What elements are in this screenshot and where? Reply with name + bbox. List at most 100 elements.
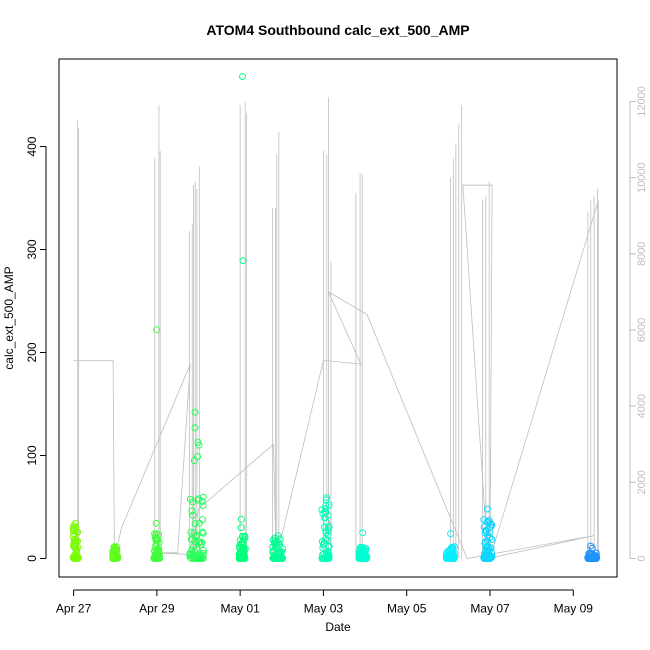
data-point [191,424,199,432]
data-point [488,536,496,543]
data-point [237,524,245,532]
data-point [322,496,330,504]
x-tick-label: May 05 [387,601,427,615]
data-point [199,547,207,554]
data-point [239,73,246,80]
data-point [199,502,207,510]
data-point [325,542,333,550]
data-point [71,544,79,552]
data-point [153,534,161,542]
data-point [192,532,200,540]
data-point [322,527,330,535]
data-point [153,326,161,334]
data-point [269,543,276,551]
data-point [483,505,491,513]
data-point [236,550,244,558]
data-point [189,543,197,551]
y-axis-label: calc_ext_500_AMP [2,266,16,369]
data-point [188,536,196,544]
data-point [188,507,196,515]
data-point [190,457,198,465]
primary-series-points [69,73,600,562]
y2-tick-label: 0 [636,555,648,561]
secondary-path [73,184,599,559]
data-point [197,540,205,548]
y2-axis: 0 2000 4000 6000 8000 10000 12000 [629,86,648,562]
data-point [111,545,119,553]
data-point [273,538,281,546]
x-tick-label: May 09 [554,601,594,615]
data-point [109,554,117,562]
data-point [447,530,455,538]
data-point [189,498,197,506]
data-point [109,551,117,559]
data-point [451,543,458,551]
data-point [152,519,160,527]
plot-frame [58,58,618,578]
data-point [588,544,596,552]
data-point [483,552,491,560]
data-point [484,532,492,540]
data-point [193,531,201,539]
secondary-series [73,97,599,559]
x-tick-label: May 07 [470,601,510,615]
y-tick-label: 200 [25,342,39,362]
data-point [325,523,333,530]
y-axis: 0 100 200 300 400 [25,136,47,562]
data-point [194,438,202,446]
y2-tick-label: 10000 [636,162,648,193]
data-point [237,515,245,523]
data-point [199,493,207,501]
data-point [187,528,195,536]
data-point [189,511,197,519]
data-point [198,497,206,505]
data-point [484,548,491,556]
data-point [152,542,159,550]
x-axis: Apr 27 Apr 29 May 01 May 03 May 05 May 07 May … [56,589,594,615]
x-tick-label: May 01 [220,601,260,615]
data-point [191,408,199,416]
data-point [190,554,198,562]
data-point [191,520,199,528]
data-point [152,546,160,554]
data-point [239,257,247,265]
data-point [324,527,332,535]
data-point [357,552,364,560]
chart-title: ATOM4 Southbound calc_ext_500_AMP [206,22,469,38]
y-tick-label: 300 [25,239,39,259]
data-point [186,553,194,561]
data-point [481,538,489,546]
y-tick-label: 100 [25,445,39,465]
data-point [72,539,80,547]
data-point [585,554,593,562]
data-point [71,553,79,561]
x-tick-label: Apr 29 [139,601,175,615]
x-axis-label: Date [325,620,351,634]
data-point [356,545,364,552]
data-point [199,516,206,524]
data-point [359,545,367,553]
data-point [188,554,196,562]
y2-tick-label: 12000 [636,86,648,117]
data-point [359,529,367,537]
data-point [237,554,245,561]
data-point [236,544,244,551]
data-point [321,523,329,531]
data-point [321,514,329,522]
data-point [236,536,244,544]
x-tick-label: May 03 [304,601,344,615]
y2-tick-label: 8000 [636,242,648,266]
data-point [318,506,326,514]
data-point [444,552,452,560]
y2-tick-label: 2000 [636,470,648,494]
data-point [71,519,79,527]
y-tick-label: 0 [25,555,39,562]
data-point [199,528,206,536]
y2-tick-label: 4000 [636,394,648,418]
data-point [274,532,282,540]
data-point [275,550,283,558]
data-point [72,527,80,535]
y2-tick-label: 6000 [636,318,648,342]
data-point [361,545,369,553]
y-tick-label: 400 [25,136,39,156]
